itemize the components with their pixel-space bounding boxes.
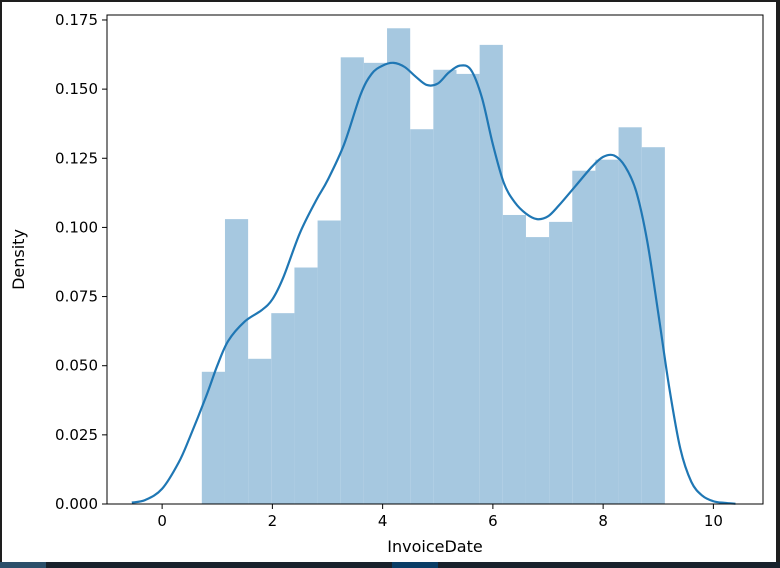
histogram-bar — [572, 170, 596, 505]
histogram-bar — [201, 371, 225, 504]
x-tick-label: 8 — [598, 512, 608, 530]
y-tick-label: 0.100 — [55, 218, 98, 236]
histogram-bar — [618, 127, 642, 505]
x-tick-label: 10 — [704, 512, 723, 530]
kde-curve-layer — [131, 61, 736, 505]
histogram-bar — [340, 57, 364, 504]
histogram-bar — [641, 147, 665, 504]
x-tick-label: 0 — [157, 512, 167, 530]
histogram-bar — [456, 73, 480, 505]
y-tick-label: 0.000 — [55, 495, 98, 513]
histogram-bars — [201, 28, 665, 505]
histogram-bar — [294, 267, 318, 504]
axes — [106, 14, 764, 505]
x-tick-label: 4 — [378, 512, 388, 530]
y-tick-label: 0.075 — [55, 288, 98, 306]
histogram-bar — [549, 221, 573, 504]
density-chart: 0 2 4 6 8 10 0.0000.0250.0500.0750.1000.1250.… — [9, 11, 764, 556]
histogram-bar — [224, 219, 249, 504]
histogram-bar — [317, 220, 341, 504]
y-axis-label: Density — [9, 229, 28, 290]
plot-frame — [106, 14, 764, 505]
histogram-bar — [502, 214, 526, 504]
taskbar-strip — [0, 562, 780, 568]
histogram-bar — [363, 62, 388, 504]
taskbar-segment — [0, 562, 46, 568]
chart-canvas: 0 2 4 6 8 10 0.000 0.025 0.050 0.075 0.100 0.125 0.… — [2, 2, 776, 562]
x-axis-label: InvoiceDate — [387, 537, 482, 556]
y-tick-label: 0.050 — [55, 357, 98, 375]
y-tick-label: 0.175 — [55, 11, 98, 29]
y-tick-label: 0.150 — [55, 80, 98, 98]
y-tick-label: 0.125 — [55, 149, 98, 167]
histogram-bar — [595, 159, 619, 505]
histogram-bar — [525, 237, 550, 504]
histogram-bar — [410, 129, 434, 504]
histogram-bar — [479, 44, 503, 505]
x-tick-label: 6 — [488, 512, 498, 530]
y-axis-ticks: 0.000 0.025 0.050 0.075 0.100 0.125 0.150 0.175 — [55, 11, 107, 513]
kde-curve — [131, 61, 736, 505]
taskbar-segment — [392, 562, 438, 568]
x-axis-ticks: 0 2 4 6 8 10 — [157, 504, 723, 530]
histogram-bar — [271, 313, 295, 504]
histogram-bar — [433, 69, 457, 504]
histogram-bar — [387, 28, 411, 504]
histogram-bar — [248, 358, 272, 504]
y-tick-label: 0.025 — [55, 426, 98, 444]
x-tick-label: 2 — [268, 512, 278, 530]
